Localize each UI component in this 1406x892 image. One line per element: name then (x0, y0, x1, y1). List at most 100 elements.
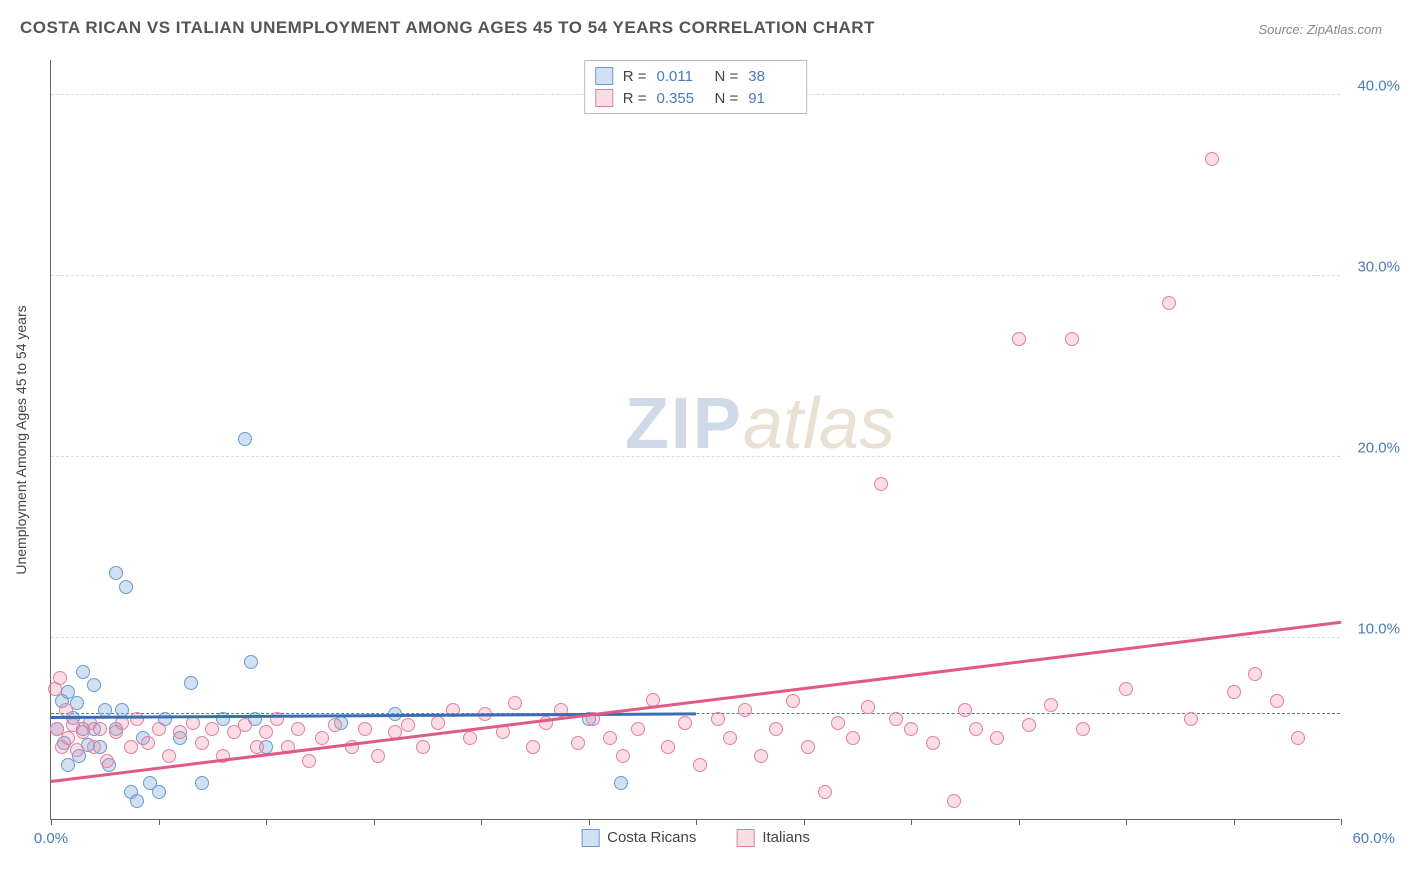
scatter-marker (416, 740, 430, 754)
scatter-marker (109, 566, 123, 580)
scatter-marker (861, 700, 875, 714)
scatter-marker (291, 722, 305, 736)
watermark-atlas: atlas (743, 384, 895, 464)
scatter-marker (846, 731, 860, 745)
r-value-0: 0.011 (657, 68, 705, 85)
bottom-legend-item-0: Costa Ricans (581, 829, 696, 847)
x-tick-mark (911, 819, 912, 825)
bottom-legend: Costa Ricans Italians (581, 829, 810, 847)
x-tick-mark (266, 819, 267, 825)
scatter-marker (87, 678, 101, 692)
scatter-marker (53, 671, 67, 685)
scatter-marker (162, 749, 176, 763)
scatter-marker (693, 758, 707, 772)
scatter-marker (119, 580, 133, 594)
plot-area: ZIPatlas R = 0.011 N = 38 R = 0.355 N = … (50, 60, 1340, 820)
scatter-marker (508, 696, 522, 710)
scatter-marker (93, 722, 107, 736)
scatter-marker (1248, 667, 1262, 681)
scatter-marker (874, 477, 888, 491)
scatter-marker (1205, 152, 1219, 166)
scatter-marker (152, 785, 166, 799)
scatter-marker (889, 712, 903, 726)
scatter-marker (526, 740, 540, 754)
scatter-marker (100, 754, 114, 768)
scatter-marker (1184, 712, 1198, 726)
grid-line-h (51, 456, 1340, 457)
x-tick-mark (51, 819, 52, 825)
legend-stats-box: R = 0.011 N = 38 R = 0.355 N = 91 (584, 60, 808, 114)
bottom-legend-item-1: Italians (736, 829, 810, 847)
grid-line-h (51, 275, 1340, 276)
x-tick-mark (374, 819, 375, 825)
y-tick-label: 10.0% (1357, 621, 1400, 638)
scatter-marker (818, 785, 832, 799)
scatter-marker (205, 722, 219, 736)
scatter-marker (371, 749, 385, 763)
legend-swatch-italians (736, 829, 754, 847)
scatter-marker (302, 754, 316, 768)
scatter-marker (124, 740, 138, 754)
scatter-marker (315, 731, 329, 745)
scatter-marker (1270, 694, 1284, 708)
n-value-1: 91 (748, 90, 796, 107)
x-right-label: 60.0% (1352, 830, 1395, 847)
r-value-1: 0.355 (657, 90, 705, 107)
scatter-marker (238, 718, 252, 732)
x-tick-mark (589, 819, 590, 825)
scatter-marker (152, 722, 166, 736)
legend-label-0: Costa Ricans (607, 829, 696, 846)
y-axis-title: Unemployment Among Ages 45 to 54 years (13, 305, 29, 574)
y-tick-label: 40.0% (1357, 78, 1400, 95)
scatter-marker (616, 749, 630, 763)
scatter-marker (1291, 731, 1305, 745)
legend-stats-row-0: R = 0.011 N = 38 (595, 65, 797, 87)
scatter-marker (184, 676, 198, 690)
scatter-marker (958, 703, 972, 717)
r-label: R = (623, 90, 647, 107)
scatter-marker (463, 731, 477, 745)
scatter-marker (401, 718, 415, 732)
scatter-marker (61, 731, 75, 745)
scatter-marker (238, 432, 252, 446)
scatter-marker (1119, 682, 1133, 696)
n-label: N = (715, 68, 739, 85)
scatter-marker (195, 776, 209, 790)
scatter-marker (947, 794, 961, 808)
x-tick-mark (1019, 819, 1020, 825)
scatter-marker (1227, 685, 1241, 699)
n-label: N = (715, 90, 739, 107)
scatter-marker (1012, 332, 1026, 346)
chart-source: Source: ZipAtlas.com (1258, 22, 1382, 37)
x-tick-mark (1234, 819, 1235, 825)
scatter-marker (141, 736, 155, 750)
scatter-marker (571, 736, 585, 750)
legend-swatch-costa-ricans (595, 67, 613, 85)
scatter-marker (1162, 296, 1176, 310)
legend-label-1: Italians (762, 829, 810, 846)
scatter-marker (738, 703, 752, 717)
scatter-marker (358, 722, 372, 736)
x-tick-mark (481, 819, 482, 825)
scatter-marker (661, 740, 675, 754)
scatter-marker (801, 740, 815, 754)
x-tick-label-0: 0.0% (34, 830, 68, 847)
scatter-marker (969, 722, 983, 736)
legend-swatch-costa-ricans (581, 829, 599, 847)
scatter-marker (831, 716, 845, 730)
watermark: ZIPatlas (625, 383, 895, 465)
scatter-marker (786, 694, 800, 708)
y-tick-label: 30.0% (1357, 259, 1400, 276)
scatter-marker (711, 712, 725, 726)
chart-title: COSTA RICAN VS ITALIAN UNEMPLOYMENT AMON… (20, 18, 875, 38)
watermark-zip: ZIP (625, 384, 743, 464)
scatter-marker (1044, 698, 1058, 712)
grid-line-h (51, 637, 1340, 638)
x-tick-mark (696, 819, 697, 825)
scatter-marker (70, 743, 84, 757)
x-tick-mark (1341, 819, 1342, 825)
scatter-marker (328, 718, 342, 732)
scatter-marker (130, 794, 144, 808)
scatter-marker (1076, 722, 1090, 736)
scatter-marker (1022, 718, 1036, 732)
